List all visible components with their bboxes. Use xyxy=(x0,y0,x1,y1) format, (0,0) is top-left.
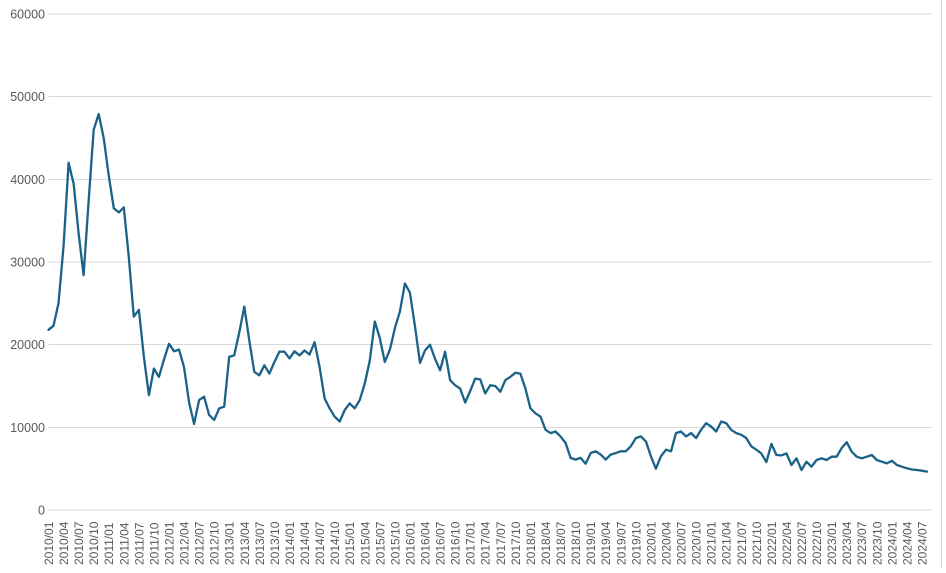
x-axis-tick-label: 2010/04 xyxy=(57,521,71,565)
x-axis-tick-label: 2017/07 xyxy=(494,521,508,565)
x-axis-tick-label: 2011/01 xyxy=(102,522,116,565)
x-axis-tick-label: 2016/07 xyxy=(434,521,448,565)
x-axis-tick-label: 2014/01 xyxy=(283,521,297,565)
x-axis-tick-label: 2022/04 xyxy=(780,521,794,565)
x-axis-tick-label: 2020/01 xyxy=(644,521,658,565)
x-axis-tick-label: 2022/10 xyxy=(810,521,824,565)
x-axis-tick-label: 2016/01 xyxy=(403,521,417,565)
y-axis-tick-label: 10000 xyxy=(10,421,45,435)
x-axis-tick-label: 2019/01 xyxy=(584,521,598,565)
x-axis-tick-label: 2013/04 xyxy=(238,521,252,565)
x-axis-tick-label: 2015/04 xyxy=(358,521,372,565)
y-axis-tick-label: 40000 xyxy=(10,173,45,187)
x-axis-tick-label: 2024/07 xyxy=(915,521,929,565)
x-axis-tick-label: 2020/10 xyxy=(690,521,704,565)
x-axis-tick-label: 2013/10 xyxy=(268,521,282,565)
x-axis-labels: 2010/01 2010/04 2010/07 2010/10 2011/01 2011/… xyxy=(42,521,929,565)
x-axis-tick-label: 2012/04 xyxy=(178,521,192,565)
x-axis-tick-label: 2021/10 xyxy=(750,521,764,565)
x-axis-tick-label: 2017/04 xyxy=(479,521,493,565)
x-axis-tick-label: 2012/07 xyxy=(193,521,207,565)
x-axis-tick-label: 2016/04 xyxy=(419,521,433,565)
x-axis-tick-label: 2010/10 xyxy=(87,521,101,565)
gridlines xyxy=(48,13,932,511)
x-axis-tick-label: 2023/04 xyxy=(840,521,854,565)
x-axis-tick-label: 2012/10 xyxy=(208,521,222,565)
x-axis-tick-label: 2015/07 xyxy=(373,521,387,565)
x-axis-tick-label: 2023/10 xyxy=(870,521,884,565)
x-axis-tick-label: 2011/07 xyxy=(132,522,146,565)
x-axis-tick-label: 2020/04 xyxy=(659,521,673,565)
x-axis-tick-label: 2013/07 xyxy=(253,521,267,565)
x-axis-tick-label: 2014/10 xyxy=(328,521,342,565)
x-axis-tick-label: 2023/07 xyxy=(855,521,869,565)
x-axis-tick-label: 2019/07 xyxy=(614,521,628,565)
x-axis-tick-label: 2021/04 xyxy=(720,521,734,565)
x-axis-tick-label: 2016/10 xyxy=(449,521,463,565)
y-axis-tick-label: 50000 xyxy=(10,90,45,104)
y-axis-tick-label: 60000 xyxy=(10,8,45,22)
x-axis-tick-label: 2014/07 xyxy=(313,521,327,565)
x-axis-tick-label: 2019/10 xyxy=(629,521,643,565)
x-axis-tick-label: 2014/04 xyxy=(298,521,312,565)
x-axis-tick-label: 2023/01 xyxy=(825,521,839,565)
x-axis-tick-label: 2018/07 xyxy=(554,521,568,565)
x-axis-tick-label: 2011/10 xyxy=(147,522,161,565)
x-axis-tick-label: 2010/01 xyxy=(42,521,56,565)
x-axis-tick-label: 2021/07 xyxy=(735,521,749,565)
x-axis-tick-label: 2019/04 xyxy=(599,521,613,565)
y-axis-labels: 0 10000 20000 30000 40000 50000 60000 xyxy=(10,8,45,518)
x-axis-tick-label: 2015/01 xyxy=(343,521,357,565)
x-axis-tick-label: 2022/07 xyxy=(795,521,809,565)
x-axis-tick-label: 2018/04 xyxy=(539,521,553,565)
x-axis-tick-label: 2015/10 xyxy=(388,521,402,565)
x-axis-tick-label: 2021/01 xyxy=(705,521,719,565)
x-axis-tick-label: 2020/07 xyxy=(675,521,689,565)
x-axis-tick-label: 2018/10 xyxy=(569,521,583,565)
y-axis-tick-label: 30000 xyxy=(10,256,45,270)
series-line xyxy=(47,112,929,473)
x-axis-tick-label: 2012/01 xyxy=(162,521,176,565)
x-axis-tick-label: 2011/04 xyxy=(117,522,131,565)
x-axis-tick-label: 2017/10 xyxy=(509,521,523,565)
x-axis-tick-label: 2024/01 xyxy=(885,521,899,565)
x-axis-tick-label: 2022/01 xyxy=(765,521,779,565)
y-axis-tick-label: 0 xyxy=(38,504,45,518)
x-axis-tick-label: 2018/01 xyxy=(524,521,538,565)
y-axis-tick-label: 20000 xyxy=(10,338,45,352)
x-axis-tick-label: 2010/07 xyxy=(72,521,86,565)
x-axis-tick-label: 2024/04 xyxy=(900,521,914,565)
x-axis-tick-label: 2013/01 xyxy=(223,521,237,565)
data-series xyxy=(47,112,929,473)
x-axis-tick-label: 2017/01 xyxy=(464,521,478,565)
